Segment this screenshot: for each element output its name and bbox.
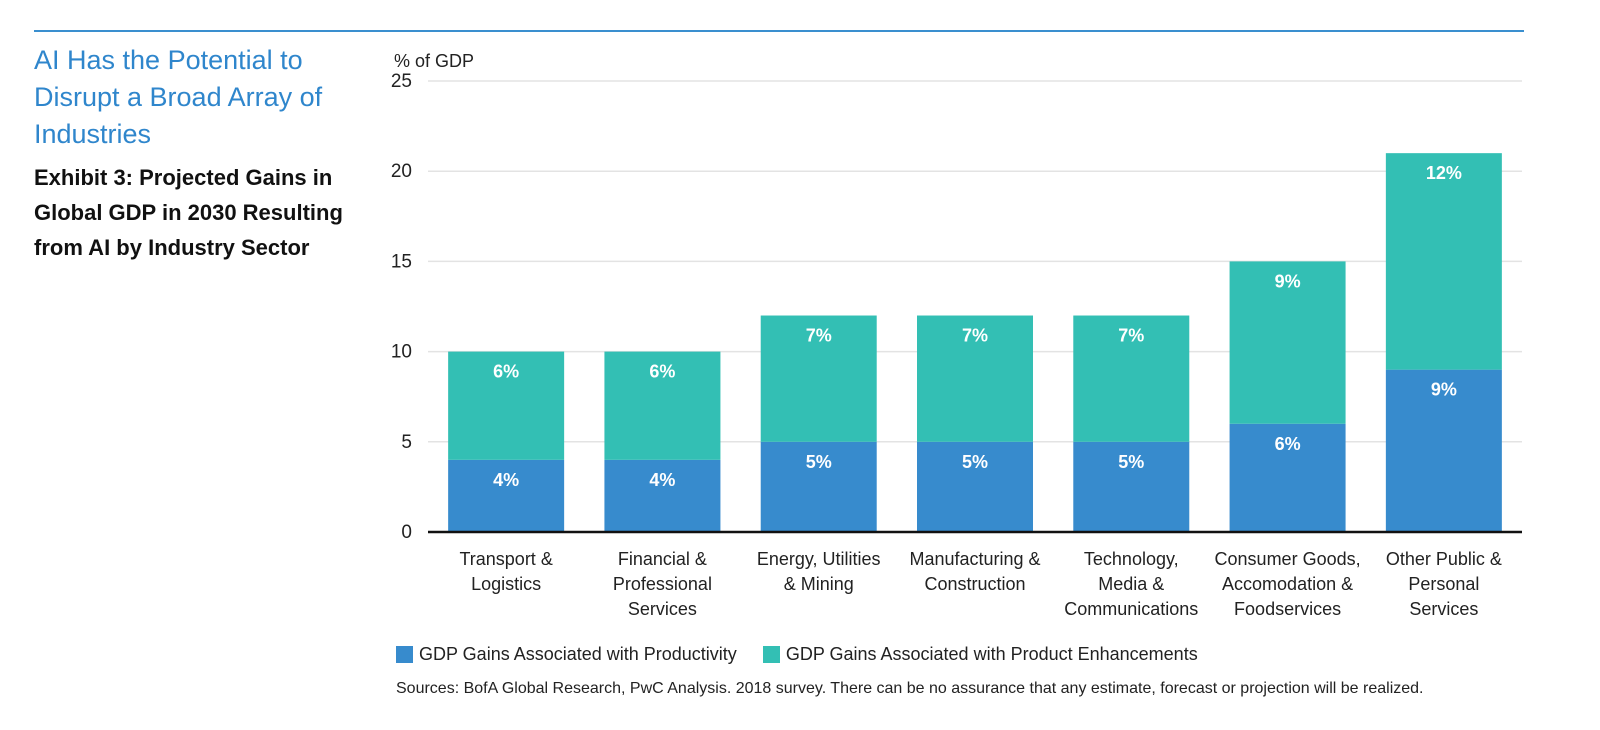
legend-swatch-enhancements bbox=[762, 646, 780, 663]
bar-productivity bbox=[760, 441, 877, 532]
data-label: 9% bbox=[1275, 271, 1301, 291]
data-label: 7% bbox=[962, 326, 988, 346]
x-tick-label: Personal bbox=[1408, 574, 1479, 594]
legend-swatch-productivity bbox=[396, 646, 413, 663]
data-label: 5% bbox=[806, 452, 832, 472]
bar-productivity bbox=[604, 459, 721, 532]
legend-item-productivity: GDP Gains Associated with Productivity bbox=[396, 644, 737, 665]
source-note: Sources: BofA Global Research, PwC Analy… bbox=[396, 680, 1424, 697]
bar-enhancements bbox=[448, 351, 565, 460]
y-tick-label: 20 bbox=[391, 161, 412, 182]
bar-productivity bbox=[917, 441, 1033, 532]
y-axis-label: % of GDP bbox=[394, 51, 474, 71]
x-tick-label: Services bbox=[628, 599, 697, 619]
y-tick-label: 0 bbox=[401, 522, 412, 543]
x-tick-label: Manufacturing & bbox=[909, 549, 1040, 569]
x-tick-label: Accomodation & bbox=[1222, 574, 1353, 594]
bar-enhancements bbox=[760, 315, 877, 442]
x-tick-label: Technology, bbox=[1084, 549, 1179, 569]
exhibit-title: Exhibit 3: Projected Gains in Global GDP… bbox=[34, 165, 343, 260]
data-label: 5% bbox=[962, 452, 988, 472]
bar-enhancements bbox=[1385, 153, 1502, 370]
legend-label-productivity: GDP Gains Associated with Productivity bbox=[419, 644, 737, 664]
bar-enhancements bbox=[917, 315, 1033, 442]
headline: AI Has the Potential to Disrupt a Broad … bbox=[34, 45, 323, 149]
x-tick-label: Communications bbox=[1064, 599, 1198, 619]
data-label: 7% bbox=[806, 326, 832, 346]
x-tick-label: Transport & bbox=[459, 549, 552, 569]
bar-productivity bbox=[448, 459, 565, 532]
x-tick-label: Energy, Utilities bbox=[757, 549, 881, 569]
legend-label-enhancements: GDP Gains Associated with Product Enhanc… bbox=[785, 644, 1198, 664]
data-label: 6% bbox=[1275, 434, 1301, 454]
data-label: 5% bbox=[1118, 452, 1144, 472]
x-tick-label: Media & bbox=[1098, 574, 1164, 594]
bar-enhancements bbox=[604, 351, 721, 460]
data-label: 6% bbox=[493, 362, 519, 382]
y-tick-label: 25 bbox=[391, 71, 412, 92]
bar-productivity bbox=[1385, 369, 1502, 532]
x-tick-label: Financial & bbox=[618, 549, 707, 569]
data-label: 12% bbox=[1426, 163, 1462, 183]
x-tick-label: Other Public & bbox=[1386, 549, 1502, 569]
data-label: 7% bbox=[1118, 326, 1144, 346]
top-rule bbox=[34, 30, 1524, 32]
legend: GDP Gains Associated with Productivity G… bbox=[396, 644, 1224, 665]
legend-item-enhancements: GDP Gains Associated with Product Enhanc… bbox=[762, 644, 1198, 665]
bar-enhancements bbox=[1073, 315, 1190, 442]
data-label: 4% bbox=[649, 470, 675, 490]
x-tick-label: Logistics bbox=[471, 574, 541, 594]
y-tick-label: 5 bbox=[401, 432, 412, 453]
bar-productivity bbox=[1073, 441, 1190, 532]
bar-enhancements bbox=[1229, 261, 1346, 424]
x-tick-label: Services bbox=[1409, 599, 1478, 619]
data-label: 6% bbox=[649, 362, 675, 382]
x-tick-label: Professional bbox=[613, 574, 712, 594]
x-tick-label: Foodservices bbox=[1234, 599, 1341, 619]
x-tick-label: Consumer Goods, bbox=[1215, 549, 1361, 569]
data-label: 4% bbox=[493, 470, 519, 490]
bar-productivity bbox=[1229, 423, 1346, 532]
data-label: 9% bbox=[1431, 380, 1457, 400]
x-tick-label: & Mining bbox=[784, 574, 854, 594]
x-tick-label: Construction bbox=[924, 574, 1025, 594]
y-tick-label: 10 bbox=[391, 342, 412, 363]
y-tick-label: 15 bbox=[391, 251, 412, 272]
